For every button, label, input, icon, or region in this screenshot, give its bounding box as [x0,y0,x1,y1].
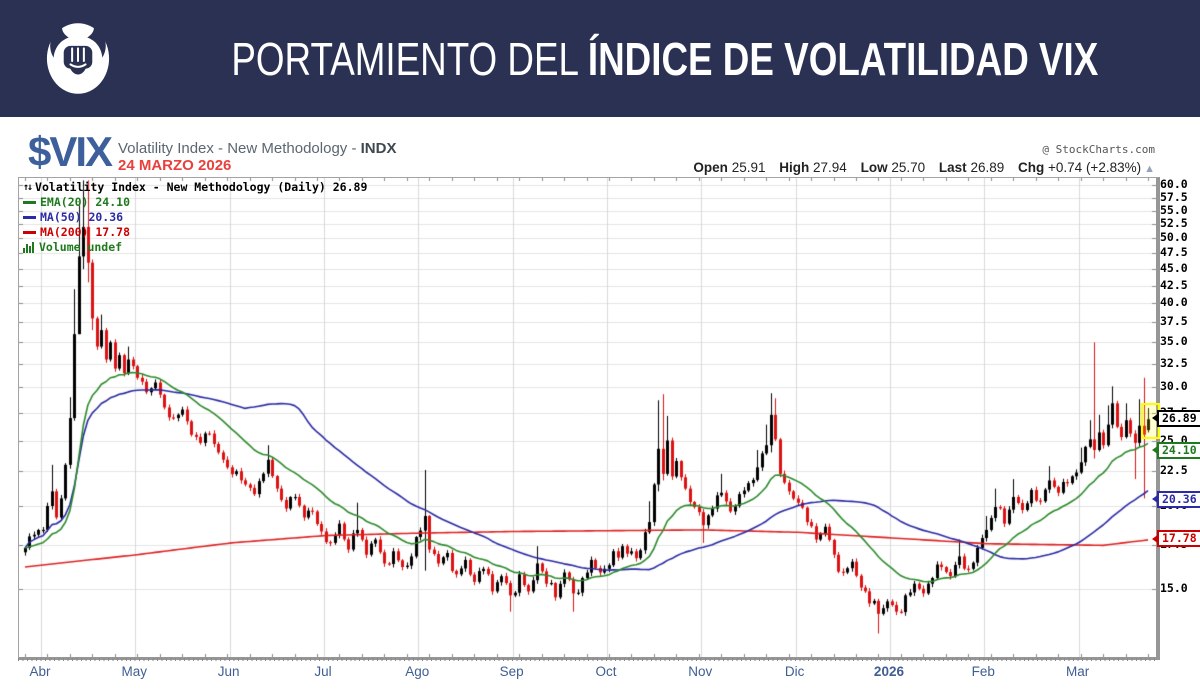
price-callout: 24.10 [1152,441,1200,459]
bull-fist-logo [36,15,120,102]
y-axis-tick-label: 45.0 [1160,261,1188,276]
legend-ma200-label: MA(200) 17.78 [40,225,131,239]
legend-volume-label: Volume undef [39,240,123,254]
price-callout: 26.89 [1152,409,1200,427]
x-axis-month-label: Sep [499,664,524,679]
legend-volume: Volume undef [23,240,367,255]
x-axis-month-label: Abr [29,664,51,679]
x-axis-month-label: May [121,664,148,679]
x-axis-month-label: 2026 [873,664,904,679]
x-axis-month-label: Jun [217,664,240,679]
updown-arrows-icon: ↑↓ [23,182,33,193]
symbol-exchange: INDX [360,140,397,157]
y-axis-tick-label: 40.0 [1160,295,1188,310]
legend-ma50-label: MA(50) 20.36 [40,210,124,224]
legend-ema20: EMA(20) 24.10 [23,195,367,210]
chart-title-row: ↑↓ Volatility Index - New Methodology (D… [23,180,367,195]
low-value: 25.70 [891,160,926,175]
ma200-swatch [23,231,36,234]
high-label: High [779,160,810,175]
x-axis-month-label: Feb [971,664,995,679]
legend-ma200: MA(200) 17.78 [23,225,367,240]
quote-summary: Open 25.91 High 27.94 Low 25.70 Last 26.… [683,160,1155,175]
page-title-bold: ÍNDICE DE VOLATILIDAD VIX [588,32,1099,85]
chart-date: 24 MARZO 2026 [118,157,232,174]
low-label: Low [860,160,888,175]
volume-icon [23,242,35,253]
open-value: 25.91 [731,160,766,175]
high-value: 27.94 [813,160,847,175]
y-axis-tick-label: 35.0 [1160,334,1188,349]
symbol-name-text: Volatility Index - New Methodology - [118,140,361,157]
x-axis-month-label: Nov [688,664,713,679]
y-axis-tick-label: 15.0 [1160,581,1188,596]
price-callout: 17.78 [1152,530,1200,548]
y-axis-tick-label: 42.5 [1160,277,1188,292]
stockcharts-credit: @ StockCharts.com [1042,143,1155,156]
page-title: PORTAMIENTO DEL ÍNDICE DE VOLATILIDAD VI… [150,0,1180,117]
legend-ema20-label: EMA(20) 24.10 [40,195,131,209]
symbol-name: Volatility Index - New Methodology - IND… [118,140,396,157]
x-axis-month-label: Jul [314,664,332,679]
y-axis-tick-label: 57.5 [1160,189,1188,204]
header-banner: PORTAMIENTO DEL ÍNDICE DE VOLATILIDAD VI… [0,0,1200,117]
legend-ma50: MA(50) 20.36 [23,210,367,225]
y-axis-tick-label: 55.0 [1160,202,1188,217]
y-axis-tick-label: 50.0 [1160,230,1188,245]
ticker-symbol: $VIX [28,128,113,175]
x-axis-month-label: Mar [1065,664,1090,679]
chart-legend: ↑↓ Volatility Index - New Methodology (D… [23,180,367,255]
chg-label: Chg [1018,160,1045,175]
y-axis-tick-label: 52.5 [1160,216,1188,231]
ema20-swatch [23,201,36,204]
last-value: 26.89 [970,160,1005,175]
price-chart-canvas [19,178,1156,657]
y-axis-tick-label: 60.0 [1160,177,1188,192]
y-axis-tick-label: 47.5 [1160,245,1188,260]
up-triangle-icon: ▲ [1144,163,1155,175]
page-title-regular: PORTAMIENTO DEL [231,32,589,85]
x-axis-month-label: Oct [595,664,617,679]
y-axis-tick-label: 30.0 [1160,379,1188,394]
chart-title: Volatility Index - New Methodology (Dail… [35,180,368,194]
open-label: Open [693,160,728,175]
x-axis-month-label: Ago [405,664,430,679]
daily-tick-strip [18,658,1155,661]
y-axis-tick-label: 32.5 [1160,356,1188,370]
last-label: Last [938,160,967,175]
y-axis-tick-label: 37.5 [1160,314,1188,329]
price-chart-plot: ↑↓ Volatility Index - New Methodology (D… [18,177,1160,660]
ma50-swatch [23,216,36,219]
price-callout: 20.36 [1152,490,1200,508]
chg-value: +0.74 (+2.83%) [1048,160,1142,175]
y-axis-tick-label: 22.5 [1160,463,1188,478]
x-axis-month-label: Dic [784,664,805,679]
